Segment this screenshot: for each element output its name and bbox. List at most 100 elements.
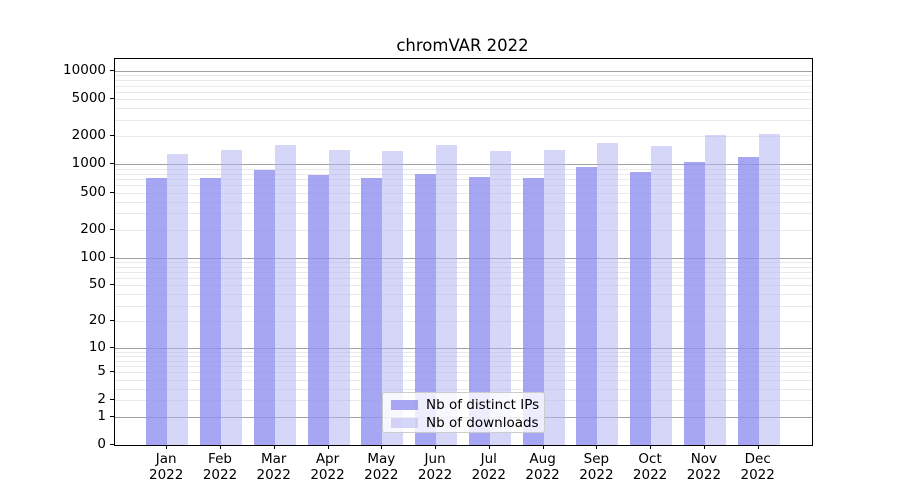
x-tick-mark xyxy=(650,445,652,449)
y-tick-label: 500 xyxy=(80,183,106,200)
y-tick-mark xyxy=(110,191,114,193)
gridline-major xyxy=(115,257,812,259)
y-tick-label: 0 xyxy=(97,436,106,452)
bar-downloads-dec xyxy=(758,134,780,445)
x-tick-mark xyxy=(166,445,168,449)
y-tick-mark xyxy=(110,256,114,258)
y-tick-label: 2000 xyxy=(71,127,106,144)
gridline-minor xyxy=(115,136,812,138)
bar-downloads-apr xyxy=(328,150,350,445)
legend-entry-downloads: Nb of downloads xyxy=(383,415,544,431)
x-tick-label: Sep 2022 xyxy=(579,451,614,483)
bar-downloads-feb xyxy=(221,150,242,445)
gridline-minor xyxy=(115,388,812,390)
bar-distinct-ips-apr xyxy=(307,175,329,445)
y-tick-mark xyxy=(110,444,114,445)
y-tick-mark xyxy=(110,163,114,165)
gridline-major xyxy=(115,347,812,349)
x-tick-label: Mar 2022 xyxy=(256,451,291,483)
y-tick-label: 20 xyxy=(88,312,106,329)
legend-entry-distinct-ips: Nb of distinct IPs xyxy=(383,397,544,413)
gridline-minor xyxy=(115,99,812,101)
y-tick-label: 2 xyxy=(97,391,106,408)
y-tick-mark xyxy=(110,70,114,71)
gridline-minor xyxy=(115,178,812,180)
gridline-minor xyxy=(115,119,812,121)
bar-downloads-may xyxy=(382,151,404,445)
bar-distinct-ips-jan xyxy=(146,178,168,445)
x-tick-mark xyxy=(703,445,705,449)
y-tick-label: 5000 xyxy=(71,90,106,107)
x-tick-mark xyxy=(435,445,437,449)
gridline-minor xyxy=(115,351,812,353)
chart-title: chromVAR 2022 xyxy=(396,36,529,55)
bar-downloads-jun xyxy=(436,145,458,445)
bar-downloads-oct xyxy=(651,146,673,445)
x-tick-mark xyxy=(327,445,329,449)
legend-label-downloads: Nb of downloads xyxy=(426,415,539,431)
y-tick-label: 50 xyxy=(88,276,106,293)
legend-swatch-distinct-ips xyxy=(391,400,418,410)
y-tick-mark xyxy=(110,284,114,286)
bar-downloads-mar xyxy=(274,145,296,445)
gridline-minor xyxy=(115,305,812,307)
gridline-minor xyxy=(115,366,812,367)
x-tick-mark xyxy=(220,445,221,449)
y-tick-label: 10 xyxy=(88,338,106,355)
bar-downloads-sep xyxy=(597,142,619,445)
x-tick-label: Apr 2022 xyxy=(310,451,345,483)
gridline-minor xyxy=(115,185,812,187)
gridline-minor xyxy=(115,266,812,268)
gridline-minor xyxy=(115,201,812,203)
y-tick-label: 200 xyxy=(80,220,106,237)
x-tick-mark xyxy=(596,445,598,449)
gridline-minor xyxy=(115,75,812,77)
y-tick-mark xyxy=(110,135,114,137)
bar-downloads-jul xyxy=(489,150,511,445)
gridline-minor xyxy=(115,173,812,175)
bar-distinct-ips-may xyxy=(361,178,383,445)
y-tick-mark xyxy=(110,320,114,322)
bar-distinct-ips-jul xyxy=(468,176,490,445)
bar-distinct-ips-dec xyxy=(737,157,759,445)
x-tick-label: Feb 2022 xyxy=(202,451,238,483)
plot-area: Nb of distinct IPs Nb of downloads xyxy=(114,58,813,446)
gridline-major xyxy=(115,71,812,72)
gridline-minor xyxy=(115,294,812,296)
legend: Nb of distinct IPs Nb of downloads xyxy=(382,392,545,433)
y-tick-mark xyxy=(110,346,114,348)
bar-downloads-jan xyxy=(167,153,189,445)
bar-distinct-ips-oct xyxy=(630,172,652,445)
bar-distinct-ips-nov xyxy=(683,161,705,445)
y-tick-label: 1 xyxy=(97,407,106,424)
gridline-minor xyxy=(115,372,812,374)
y-tick-mark xyxy=(110,371,114,373)
y-tick-mark xyxy=(110,98,114,100)
y-tick-mark xyxy=(110,399,114,401)
gridline-minor xyxy=(115,91,812,93)
gridline-major xyxy=(115,164,812,166)
bar-downloads-nov xyxy=(704,135,726,445)
legend-swatch-downloads xyxy=(391,418,418,428)
y-tick-label: 5 xyxy=(97,363,106,380)
bar-distinct-ips-sep xyxy=(576,166,598,445)
x-tick-mark xyxy=(381,445,383,449)
bar-downloads-aug xyxy=(543,150,565,445)
y-tick-mark xyxy=(110,415,114,417)
gridline-minor xyxy=(115,360,812,362)
x-tick-label: Oct 2022 xyxy=(632,451,668,483)
y-tick-label: 1000 xyxy=(71,155,106,172)
x-tick-label: Nov 2022 xyxy=(686,451,722,483)
gridline-minor xyxy=(115,355,812,357)
gridline-minor xyxy=(115,85,812,87)
x-tick-mark xyxy=(757,445,759,449)
x-tick-label: May 2022 xyxy=(364,451,399,483)
bar-distinct-ips-mar xyxy=(253,170,275,445)
x-tick-label: Jul 2022 xyxy=(471,451,506,483)
bar-distinct-ips-feb xyxy=(200,178,221,445)
y-tick-label: 100 xyxy=(80,248,106,265)
gridline-minor xyxy=(115,261,812,263)
x-tick-label: Dec 2022 xyxy=(740,451,775,483)
gridline-minor xyxy=(115,271,812,273)
